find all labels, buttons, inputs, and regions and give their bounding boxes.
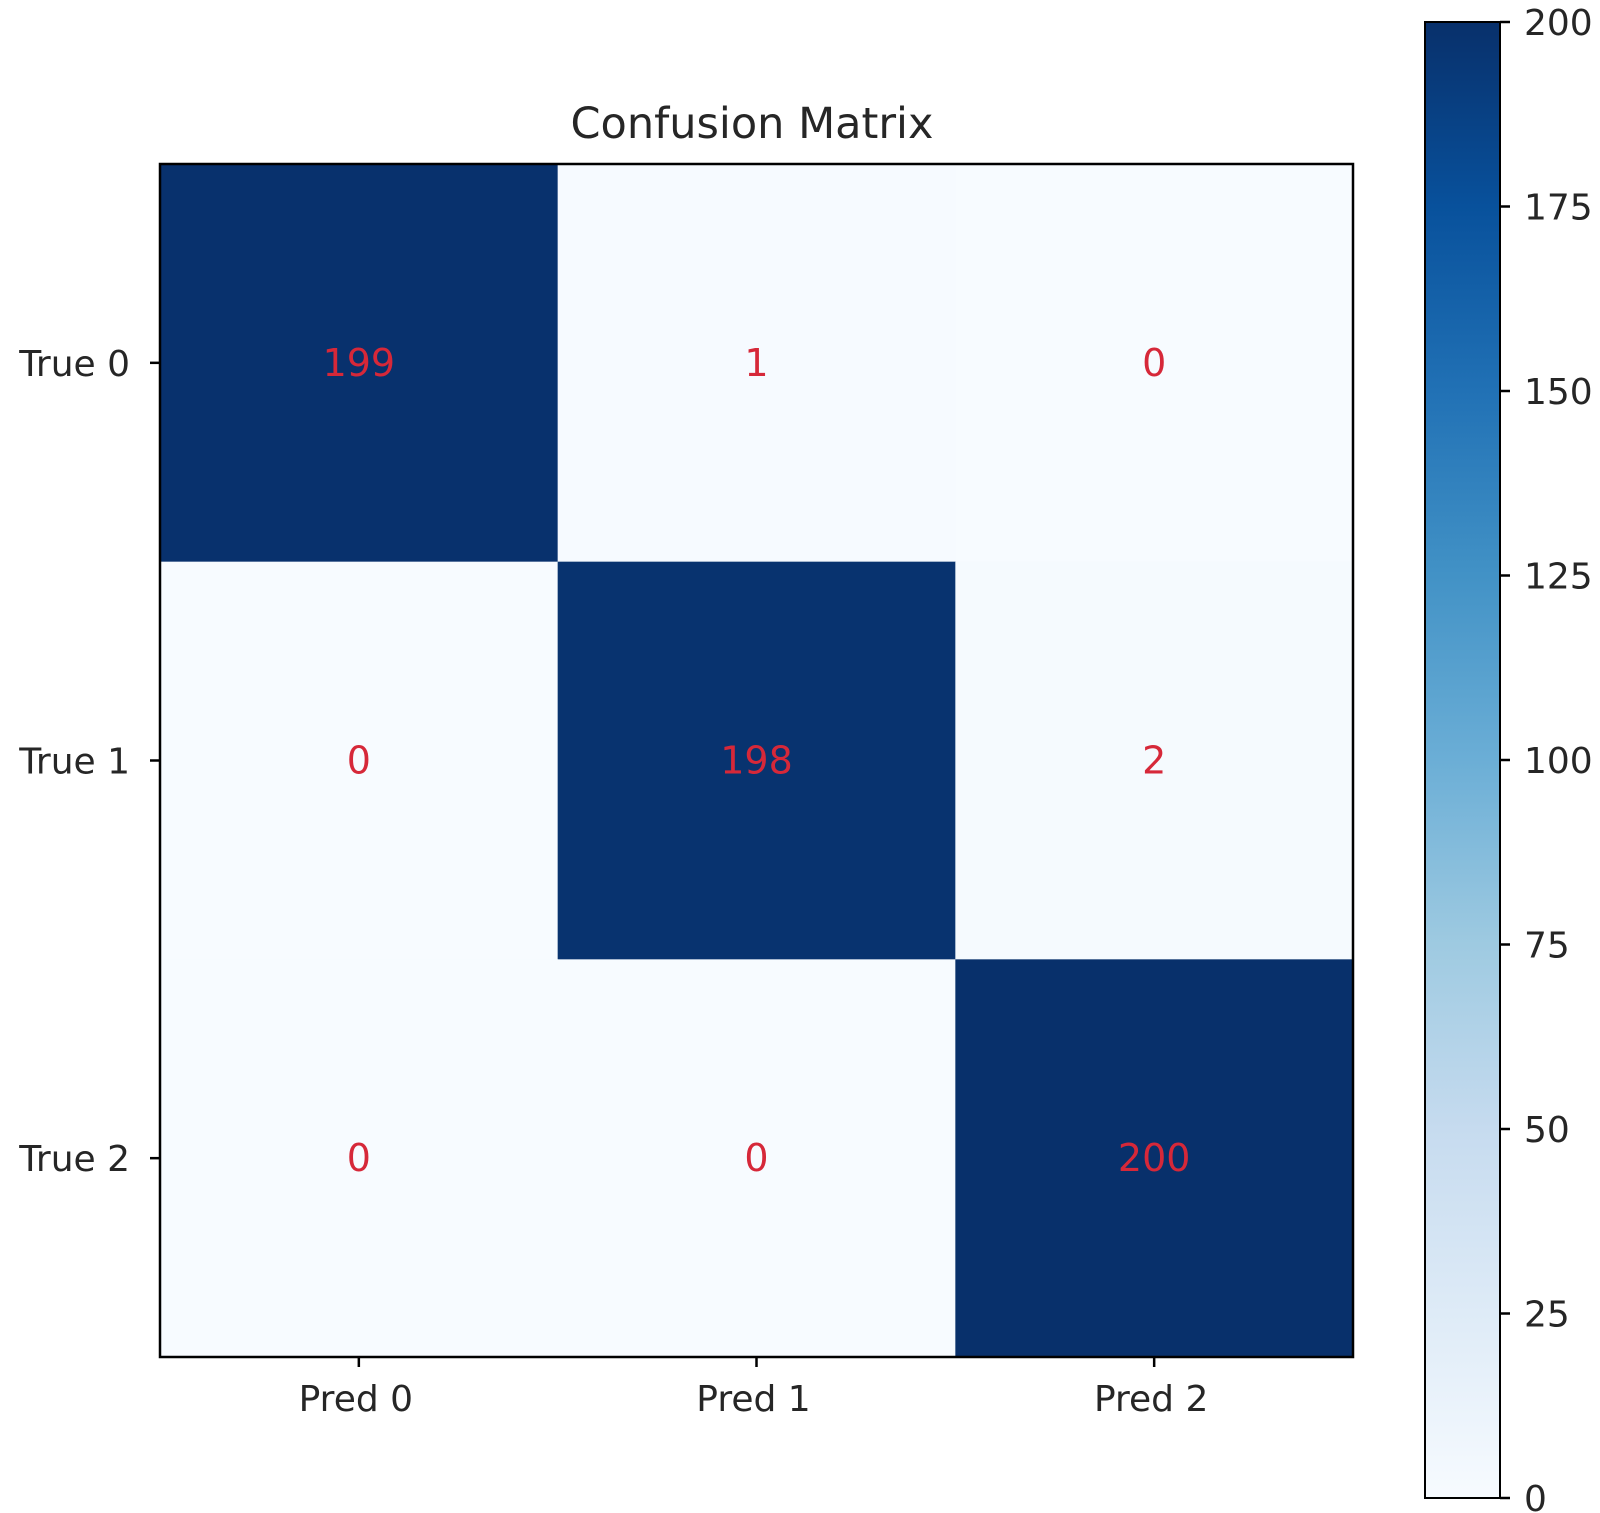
colorbar-ticks: 0 25 50 75 100 125 150 175 200 xyxy=(1500,3,1593,1513)
cell-label-r1-c2: 2 xyxy=(1142,739,1166,783)
cell-r2-c2 xyxy=(955,959,1354,1358)
cell-r0-c0 xyxy=(160,164,559,563)
colorbar-tick-label-7: 175 xyxy=(1524,188,1593,229)
x-tick-label-0: Pred 0 xyxy=(299,1379,413,1420)
y-axis-ticks: True 0 True 1 True 2 xyxy=(18,344,160,1180)
x-axis-ticks: Pred 0 Pred 1 Pred 2 xyxy=(299,1357,1208,1420)
cell-label-r0-c2: 0 xyxy=(1142,341,1166,385)
colorbar-tick-label-6: 150 xyxy=(1524,372,1593,413)
cell-label-r0-c0: 199 xyxy=(323,341,396,385)
colorbar xyxy=(1424,21,1501,1499)
y-tick-label-0: True 0 xyxy=(18,344,130,385)
colorbar-tick-label-1: 25 xyxy=(1524,1295,1570,1336)
colorbar-tick-label-3: 75 xyxy=(1524,926,1570,967)
x-tick-label-2: Pred 2 xyxy=(1094,1379,1208,1420)
cell-label-r0-c1: 1 xyxy=(744,341,768,385)
chart-title: Confusion Matrix xyxy=(571,99,934,149)
cell-r0-c1 xyxy=(557,164,956,563)
cell-r1-c1 xyxy=(557,561,956,960)
cell-r1-c2 xyxy=(955,561,1354,960)
cell-label-r2-c2: 200 xyxy=(1118,1136,1191,1180)
cell-r2-c1 xyxy=(557,959,956,1358)
cell-label-r1-c0: 0 xyxy=(347,739,371,783)
heatmap-cells xyxy=(160,164,1354,1358)
colorbar-tick-label-8: 200 xyxy=(1524,3,1593,44)
colorbar-tick-label-0: 0 xyxy=(1524,1479,1547,1513)
cell-label-r2-c1: 0 xyxy=(744,1136,768,1180)
y-tick-label-2: True 2 xyxy=(18,1139,130,1180)
colorbar-tick-label-5: 125 xyxy=(1524,557,1593,598)
cell-annotations: 199 1 00 198 20 0 200 xyxy=(323,341,1191,1180)
colorbar-tick-label-2: 50 xyxy=(1524,1110,1570,1151)
cell-label-r2-c0: 0 xyxy=(347,1136,371,1180)
cell-r2-c0 xyxy=(160,959,559,1358)
y-tick-label-1: True 1 xyxy=(18,742,130,783)
colorbar-tick-label-4: 100 xyxy=(1524,741,1593,782)
cell-r0-c2 xyxy=(955,164,1354,563)
x-tick-label-1: Pred 1 xyxy=(696,1379,810,1420)
cell-label-r1-c1: 198 xyxy=(720,739,793,783)
cell-r1-c0 xyxy=(160,561,559,960)
